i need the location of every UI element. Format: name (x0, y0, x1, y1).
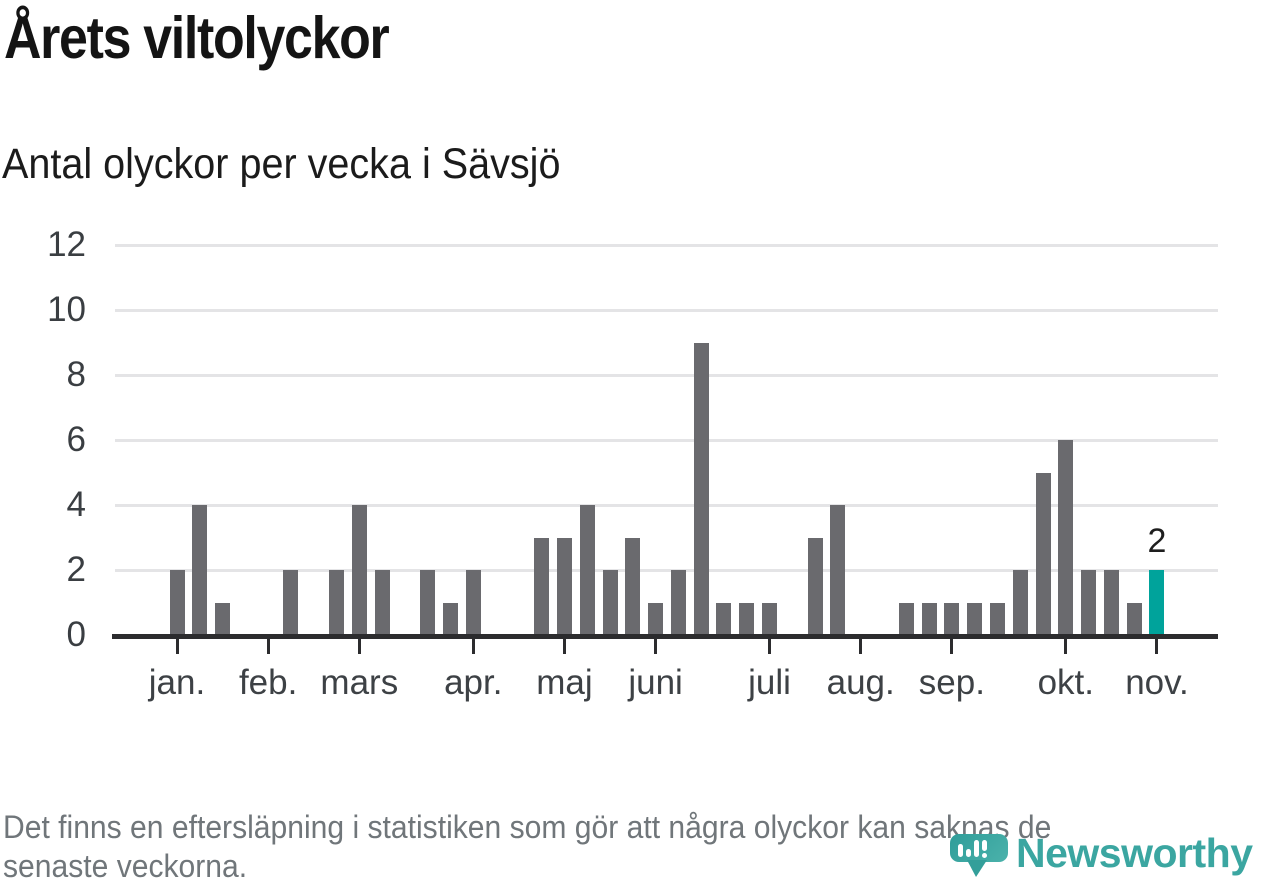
footer-note: Det finns en eftersläpning i statistiken… (3, 808, 1051, 879)
month-label: okt. (1037, 663, 1094, 702)
bar (739, 602, 755, 635)
highlight-value-label: 2 (1147, 522, 1167, 560)
bar (807, 537, 823, 635)
bar-highlighted (1149, 570, 1165, 635)
bar (1012, 570, 1028, 635)
month-label: apr. (444, 663, 503, 702)
x-axis-tick (266, 639, 270, 654)
month-label: jan. (148, 663, 206, 702)
y-axis-label: 6 (66, 420, 86, 459)
footer-line-2: senaste veckorna. (3, 848, 248, 879)
bar (420, 570, 436, 635)
bar (1126, 602, 1142, 635)
logo-chart-bar-icon (958, 844, 963, 857)
x-axis-tick (1064, 639, 1068, 654)
y-axis-label: 4 (66, 485, 86, 524)
gridline (115, 568, 1218, 572)
x-axis-tick (562, 639, 566, 654)
gridline (115, 243, 1218, 247)
x-axis-tick (357, 639, 361, 654)
gridline (115, 373, 1218, 377)
y-axis-label: 12 (47, 225, 86, 264)
bar (283, 570, 299, 635)
gridline (115, 438, 1218, 442)
bar (192, 505, 208, 635)
bar (579, 505, 595, 635)
gridline (115, 308, 1218, 312)
bar (1103, 570, 1119, 635)
bar (351, 505, 367, 635)
bar (1058, 440, 1074, 635)
y-axis-label: 10 (47, 290, 86, 329)
bar (967, 602, 983, 635)
newsworthy-bubble-tail-icon (967, 860, 987, 877)
x-axis-tick (950, 639, 954, 654)
bar (625, 537, 641, 635)
bar (1081, 570, 1097, 635)
x-axis-tick (859, 639, 863, 654)
y-axis-label: 8 (66, 355, 86, 394)
month-label: juli (748, 663, 791, 702)
footer-line-1: Det finns en eftersläpning i statistiken… (3, 809, 1052, 845)
y-axis-label: 2 (66, 550, 86, 589)
bar (898, 602, 914, 635)
bar (534, 537, 550, 635)
bar (556, 537, 572, 635)
bar (374, 570, 390, 635)
bar (670, 570, 686, 635)
bar (1035, 472, 1051, 635)
bar (944, 602, 960, 635)
month-label: nov. (1125, 663, 1189, 702)
y-axis-label: 0 (66, 615, 86, 654)
bar (169, 570, 185, 635)
bar (762, 602, 778, 635)
chart-subtitle: Antal olyckor per vecka i Sävsjö (2, 140, 561, 188)
month-label: maj (536, 663, 593, 702)
month-label: mars (320, 663, 399, 702)
bar (921, 602, 937, 635)
x-axis-line (112, 634, 1218, 639)
bar (693, 342, 709, 635)
month-label: sep. (918, 663, 985, 702)
bar (602, 570, 618, 635)
bar (465, 570, 481, 635)
gridline (115, 503, 1218, 507)
x-axis-tick (471, 639, 475, 654)
newsworthy-logo: Newsworthy (946, 829, 1262, 879)
bar (215, 602, 231, 635)
x-axis-tick (175, 639, 179, 654)
month-label: juni (628, 663, 683, 702)
bar (830, 505, 846, 635)
bar (442, 602, 458, 635)
month-label: aug. (826, 663, 895, 702)
newsworthy-wordmark: Newsworthy (1016, 830, 1253, 876)
logo-chart-bar-icon (966, 849, 971, 857)
chart-title: Årets viltolyckor (4, 5, 390, 71)
bar (648, 602, 664, 635)
logo-exclamation-icon (982, 840, 987, 851)
x-axis-tick (1155, 639, 1159, 654)
bar (329, 570, 345, 635)
x-axis-tick (768, 639, 772, 654)
x-axis-tick (654, 639, 658, 654)
logo-exclamation-dot-icon (982, 853, 987, 858)
bar (989, 602, 1005, 635)
logo-chart-bar-icon (974, 840, 979, 857)
month-label: feb. (238, 663, 298, 702)
bar (716, 602, 732, 635)
